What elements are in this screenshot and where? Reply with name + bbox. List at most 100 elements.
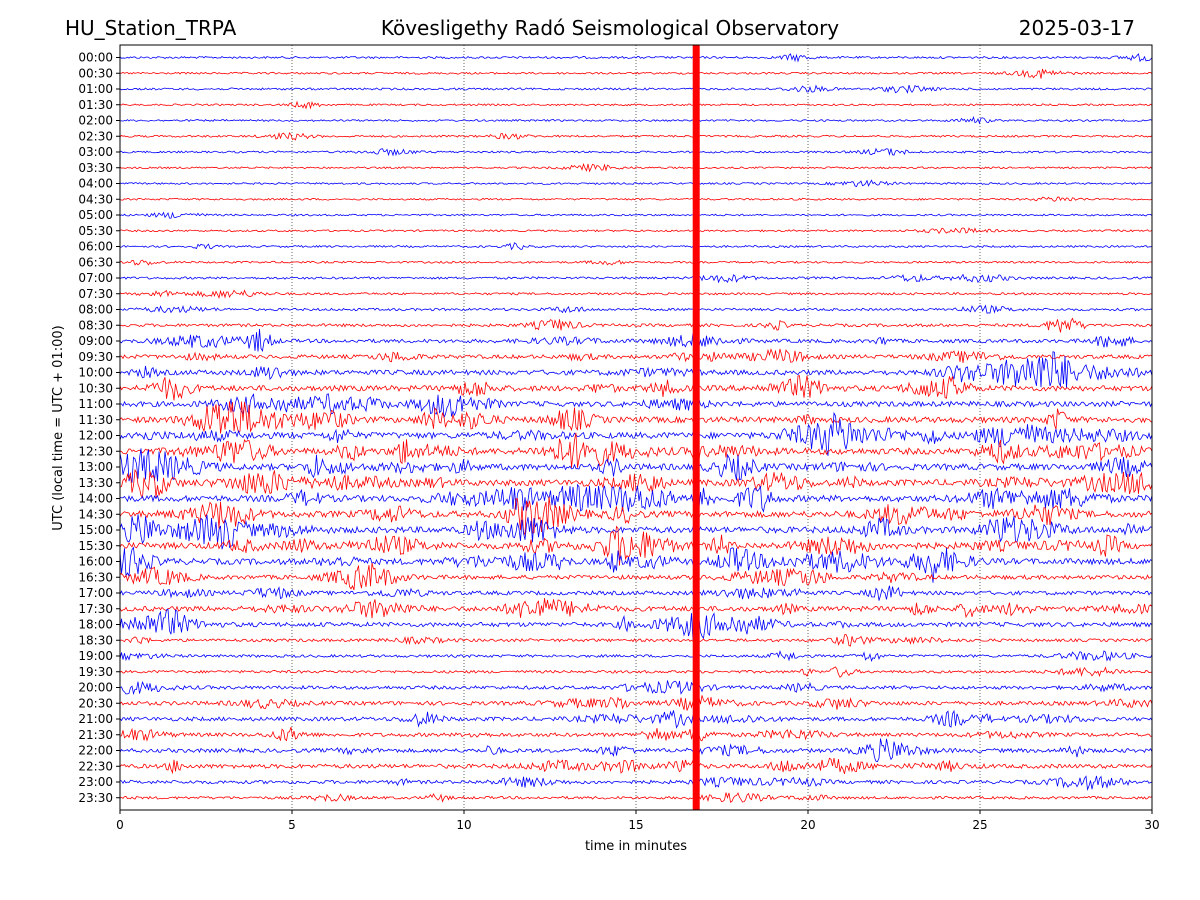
seismic-trace-1830 (119, 634, 1153, 647)
y-tick-label: 19:00 (78, 649, 113, 663)
y-tick-label: 19:30 (78, 665, 113, 679)
seismic-trace-0330 (119, 163, 1153, 173)
y-tick-label: 04:30 (78, 192, 113, 206)
seismic-trace-0400 (119, 179, 1153, 188)
seismic-trace-1800 (119, 608, 1153, 642)
seismic-trace-1930 (119, 666, 1153, 678)
y-tick-label: 07:30 (78, 287, 113, 301)
y-tick-label: 10:30 (78, 381, 113, 395)
seismic-trace-1200 (119, 411, 1153, 456)
seismic-trace-1530 (119, 525, 1153, 566)
y-tick-label: 11:30 (78, 413, 113, 427)
seismic-trace-0600 (119, 242, 1153, 251)
y-tick-label: 18:00 (78, 618, 113, 632)
y-tick-label: 13:30 (78, 476, 113, 490)
seismic-trace-1430 (119, 496, 1153, 537)
seismic-trace-1100 (119, 393, 1153, 418)
y-tick-label: 15:00 (78, 523, 113, 537)
seismic-trace-2200 (119, 738, 1153, 762)
seismic-trace-0930 (119, 348, 1153, 363)
y-tick-label: 09:00 (78, 334, 113, 348)
seismic-trace-0800 (119, 304, 1153, 314)
seismic-trace-1030 (119, 375, 1153, 401)
x-tick-label: 0 (116, 818, 124, 832)
x-tick-label: 25 (972, 818, 987, 832)
y-tick-label: 13:00 (78, 460, 113, 474)
y-tick-label: 20:30 (78, 696, 113, 710)
seismic-trace-1400 (119, 483, 1153, 513)
x-tick-label: 15 (628, 818, 643, 832)
station-name: HU_Station_TRPA (65, 16, 237, 40)
y-tick-label: 23:30 (78, 791, 113, 805)
x-axis-label: time in minutes (585, 839, 687, 854)
current-time-marker (692, 45, 700, 810)
seismic-trace-0430 (119, 196, 1153, 202)
y-tick-label: 16:00 (78, 555, 113, 569)
current-time-marker-layer (692, 45, 700, 810)
y-tick-label: 05:30 (78, 224, 113, 238)
y-tick-label: 10:00 (78, 366, 113, 380)
y-tick-label: 23:00 (78, 775, 113, 789)
y-tick-label: 15:30 (78, 539, 113, 553)
y-tick-label: 08:00 (78, 303, 113, 317)
seismic-trace-2100 (119, 709, 1153, 729)
x-tick-label: 10 (456, 818, 471, 832)
y-tick-label: 01:00 (78, 82, 113, 96)
seismic-trace-0200 (119, 116, 1153, 125)
y-tick-label: 20:00 (78, 681, 113, 695)
grid-lines (291, 45, 981, 810)
y-tick-label: 21:00 (78, 712, 113, 726)
y-tick-label: 14:30 (78, 507, 113, 521)
seismic-trace-2130 (119, 726, 1153, 742)
seismic-trace-1600 (119, 546, 1153, 583)
seismic-trace-0630 (119, 259, 1153, 266)
y-tick-label: 12:30 (78, 444, 113, 458)
seismic-trace-0130 (119, 100, 1153, 110)
seismic-trace-1700 (119, 585, 1153, 601)
seismic-trace-0730 (119, 289, 1153, 299)
y-tick-label: 05:00 (78, 208, 113, 222)
y-tick-label: 22:00 (78, 744, 113, 758)
seismic-trace-1500 (119, 514, 1153, 550)
y-tick-label: 00:30 (78, 66, 113, 80)
seismic-trace-1900 (119, 650, 1153, 663)
x-tick-label: 20 (800, 818, 815, 832)
x-tick-label: 5 (288, 818, 296, 832)
y-tick-label: 06:30 (78, 255, 113, 269)
y-tick-label: 06:00 (78, 240, 113, 254)
y-tick-label: 11:00 (78, 397, 113, 411)
seismic-trace-2330 (119, 792, 1153, 803)
y-axis-label: UTC (local time = UTC + 01:00) (51, 325, 66, 530)
observatory-title: Kövesligethy Radó Seismological Observat… (381, 16, 839, 40)
seismic-trace-2300 (119, 775, 1153, 791)
seismic-trace-1630 (119, 562, 1153, 591)
seismic-trace-0530 (119, 227, 1153, 235)
seismic-trace-1730 (119, 598, 1153, 619)
seismic-trace-1000 (119, 351, 1153, 389)
y-tick-label: 14:00 (78, 492, 113, 506)
x-tick-label: 30 (1144, 818, 1159, 832)
seismic-trace-2030 (119, 695, 1153, 712)
seismic-trace-1230 (119, 432, 1153, 468)
trace-layer (119, 53, 1153, 803)
y-tick-label: 08:30 (78, 318, 113, 332)
seismic-trace-1300 (119, 448, 1153, 483)
seismic-trace-0230 (119, 131, 1153, 141)
y-tick-label: 12:00 (78, 429, 113, 443)
y-tick-label: 18:30 (78, 633, 113, 647)
seismic-trace-0700 (119, 273, 1153, 284)
seismic-trace-0000 (119, 53, 1153, 63)
y-tick-label: 02:30 (78, 129, 113, 143)
y-tick-label: 03:00 (78, 145, 113, 159)
seismic-trace-0900 (119, 329, 1153, 352)
x-axis-ticks: 0 5 10 15 20 25 30 (116, 810, 1160, 832)
y-tick-label: 02:00 (78, 114, 113, 128)
seismic-trace-0500 (119, 211, 1153, 219)
seismic-trace-2230 (119, 757, 1153, 775)
seismic-trace-0100 (119, 84, 1153, 94)
seismic-trace-0030 (119, 68, 1153, 79)
y-tick-label: 17:30 (78, 602, 113, 616)
y-tick-label: 22:30 (78, 759, 113, 773)
